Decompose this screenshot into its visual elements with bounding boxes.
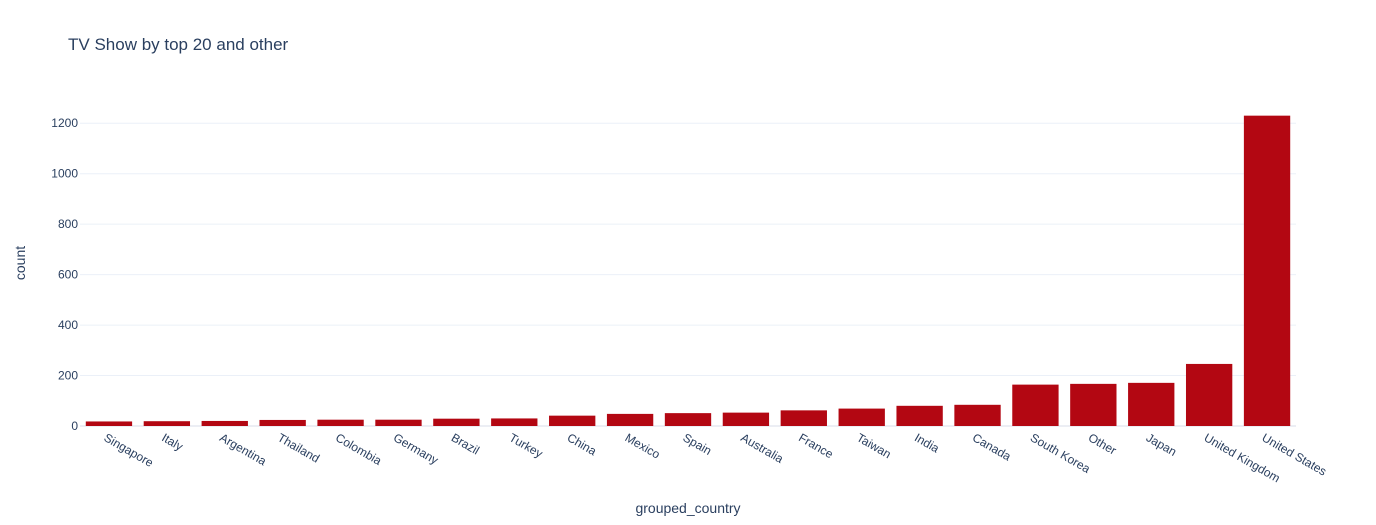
bars [85,115,1291,427]
bar-italy[interactable] [143,421,191,426]
bar-turkey[interactable] [491,418,538,426]
x-tick-label: Mexico [623,430,663,461]
x-tick-label: Japan [1144,430,1179,458]
x-tick-label: France [796,430,836,461]
x-tick-label: Spain [681,430,715,457]
bar-germany[interactable] [375,419,422,426]
bar-australia[interactable] [722,412,770,426]
y-gridlines [80,122,1296,427]
bar-china[interactable] [549,415,596,426]
x-tick-label: Italy [159,430,185,453]
y-tick-label: 800 [58,217,78,231]
x-tick-label: Thailand [275,430,322,465]
bar-united-states[interactable] [1243,115,1291,427]
bar-canada[interactable] [954,404,1001,426]
bar-south-korea[interactable] [1012,384,1059,426]
bar-other[interactable] [1070,383,1117,426]
x-tick-label: Taiwan [854,430,893,461]
x-tick-label: Canada [970,430,1014,463]
y-tick-label: 200 [58,369,78,383]
bar-thailand[interactable] [259,419,306,426]
bar-colombia[interactable] [317,419,364,426]
y-tick-label: 0 [71,419,78,433]
x-tick-label: Brazil [449,430,482,457]
x-tick-label: Turkey [507,430,545,460]
bar-france[interactable] [780,410,827,426]
bar-japan[interactable] [1128,382,1175,426]
bar-argentina[interactable] [201,420,248,426]
y-tick-labels: 0 200 400 600 800 1000 1200 [51,116,78,433]
x-tick-label: India [912,430,942,455]
bar-india[interactable] [896,405,943,426]
x-axis-title: grouped_country [635,500,740,516]
x-tick-label: South Korea [1028,430,1093,476]
x-tick-label: Argentina [217,430,269,468]
y-tick-label: 1200 [51,116,78,130]
x-tick-labels: Singapore Italy Argentina Thailand Colombia G… [101,430,1328,485]
x-tick-label: Other [1086,430,1119,457]
bar-brazil[interactable] [433,418,480,426]
x-tick-label: Singapore [101,430,156,470]
bar-taiwan[interactable] [838,408,885,426]
x-tick-label: China [565,430,599,458]
y-axis-title: count [12,246,28,280]
x-tick-label: Colombia [333,430,384,468]
y-tick-label: 1000 [51,167,78,181]
y-tick-label: 600 [58,268,78,282]
bar-united-kingdom[interactable] [1185,363,1233,426]
bar-mexico[interactable] [606,413,654,426]
x-tick-label: Australia [738,430,786,466]
x-tick-label: Germany [391,430,441,467]
bar-spain[interactable] [664,413,712,426]
chart-title: TV Show by top 20 and other [68,35,289,54]
bar-singapore[interactable] [85,421,133,426]
y-tick-label: 400 [58,318,78,332]
